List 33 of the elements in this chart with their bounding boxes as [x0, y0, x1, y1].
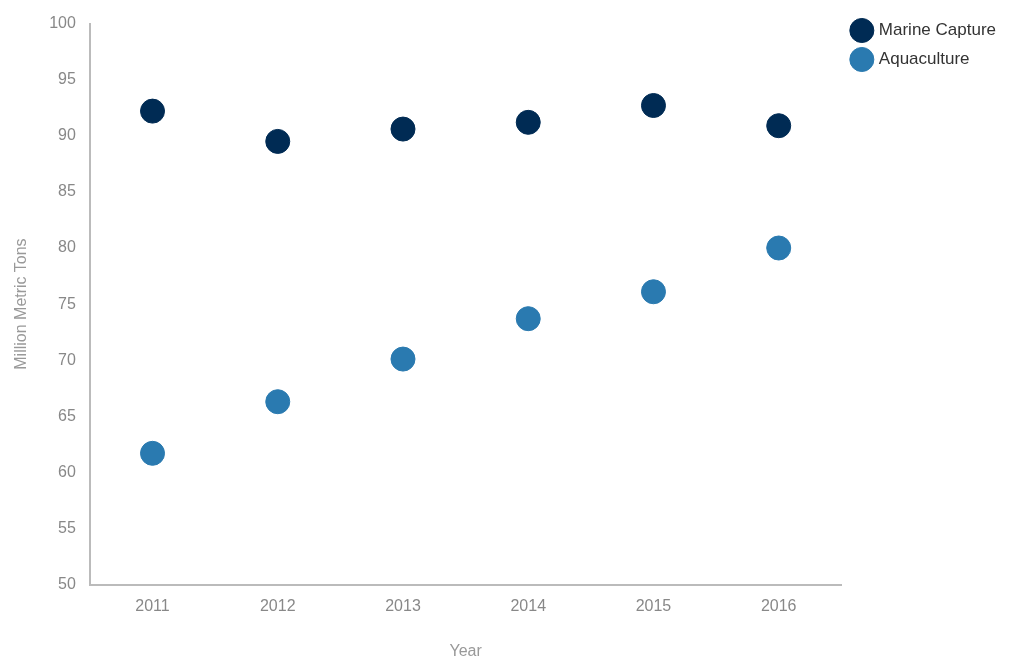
- y-tick-label: 90: [58, 126, 76, 144]
- point: [140, 440, 166, 466]
- point: [766, 113, 792, 139]
- x-tick-label: 2015: [635, 596, 672, 614]
- point: [390, 346, 416, 372]
- point: [265, 128, 291, 154]
- point: [140, 98, 166, 124]
- x-tick-label: 2011: [135, 596, 170, 614]
- legend-label: Marine Capture: [878, 20, 997, 40]
- x-tick-label: 2016: [760, 596, 797, 614]
- point: [640, 279, 666, 305]
- y-tick-label: 75: [58, 294, 76, 312]
- legend-label: Aquaculture: [878, 49, 970, 69]
- x-tick-label: 2013: [385, 596, 421, 614]
- x-tick-label: 2012: [259, 596, 296, 614]
- y-tick-label: 65: [58, 406, 76, 424]
- y-tick-label: 100: [49, 14, 76, 32]
- point: [265, 389, 291, 415]
- y-tick-label: 80: [58, 238, 76, 256]
- y-tick-label: 55: [58, 518, 76, 536]
- y-axis-title: Million Metric Tons: [12, 238, 30, 370]
- y-tick-label: 70: [58, 350, 76, 368]
- point: [640, 93, 666, 119]
- y-tick-label: 60: [58, 462, 76, 480]
- point: [515, 306, 541, 332]
- point: [515, 109, 541, 135]
- y-tick-label: 95: [58, 70, 76, 88]
- x-tick-label: 2014: [510, 596, 547, 614]
- point: [766, 235, 792, 261]
- point: [390, 116, 416, 142]
- y-tick-label: 85: [58, 182, 76, 200]
- x-axis-title: Year: [449, 641, 483, 659]
- y-tick-label: 50: [58, 575, 76, 593]
